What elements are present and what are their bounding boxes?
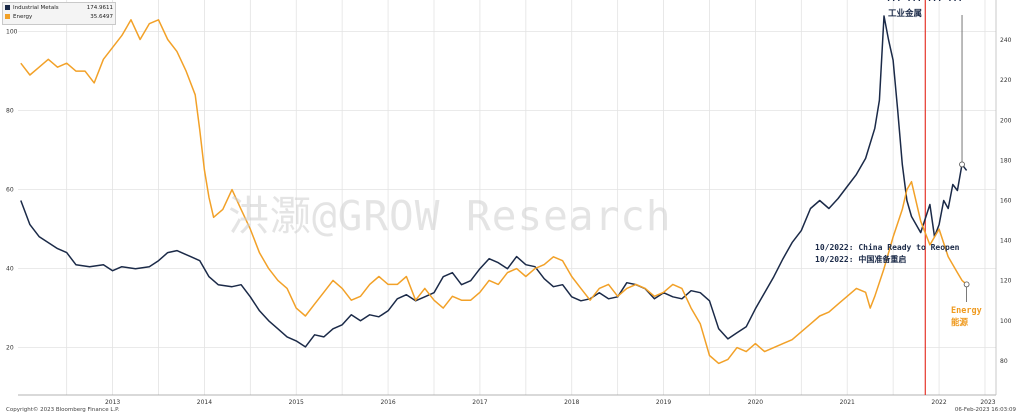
energy-annotation: Energy	[951, 306, 982, 316]
right-axis-tick-label: 240	[1000, 37, 1012, 44]
right-axis-tick-label: 80	[1000, 358, 1008, 365]
series-line-energy	[20, 19, 968, 365]
legend-value: 174.9611	[86, 4, 113, 11]
legend-label: Energy	[13, 13, 33, 20]
series-end-marker	[963, 281, 970, 288]
x-axis-tick-label: 2021	[840, 399, 855, 406]
right-axis-tick-label: 100	[1000, 318, 1012, 325]
gridlines	[18, 0, 997, 396]
series-end-markers	[959, 15, 970, 302]
right-axis-tick-label: 180	[1000, 157, 1012, 164]
x-axis-tick-label: 2017	[472, 399, 487, 406]
legend-item-industrial-metals: Industrial Metals 174.9611	[3, 3, 115, 12]
legend-swatch-energy	[5, 14, 10, 19]
legend: Industrial Metals 174.9611 Energy 35.649…	[2, 2, 116, 25]
x-axis-tick-label: 2014	[197, 399, 212, 406]
legend-item-energy: Energy 35.6497	[3, 12, 115, 21]
left-axis-ticks: 20 40 60 80 100	[6, 29, 18, 352]
left-axis-tick-label: 100	[6, 29, 18, 36]
watermark: 洪灏@GROW Research	[228, 192, 672, 240]
right-axis-ticks: 80 100 120 140 160 180 200 220 240	[1000, 37, 1012, 365]
legend-label: Industrial Metals	[13, 4, 59, 11]
x-axis-tick-label: 2018	[564, 399, 579, 406]
right-axis-tick-label: 120	[1000, 278, 1012, 285]
left-axis-tick-label: 20	[6, 345, 14, 352]
timestamp-text: 06-Feb-2023 16:03:09	[954, 407, 1016, 413]
series-lines	[20, 15, 968, 365]
x-axis-tick-label: 2015	[289, 399, 304, 406]
left-axis-tick-label: 40	[6, 266, 14, 273]
x-axis-tick-label: 2023	[980, 399, 995, 406]
x-axis-tick-label: 2013	[105, 399, 120, 406]
reopen-annotation: 10/2022: China Ready to Reopen	[815, 243, 960, 252]
right-axis-tick-label: 140	[1000, 238, 1012, 245]
legend-value: 35.6497	[90, 13, 113, 20]
right-axis-tick-label: 160	[1000, 198, 1012, 205]
series-line-industrial-metals	[20, 15, 968, 348]
x-axis-tick-label: 2020	[748, 399, 763, 406]
reopen-annotation-cn: 10/2022: 中国准备重启	[815, 255, 907, 264]
copyright-text: Copyright© 2023 Bloomberg Finance L.P.	[6, 407, 120, 413]
metals-top-annotation-cn: 工业金属	[888, 9, 923, 19]
legend-swatch-industrial-metals	[5, 5, 10, 10]
series-end-marker	[959, 161, 965, 168]
x-axis-ticks: 2013 2014 2015 2016 2017 2018 2019 2020 2021 2022…	[105, 399, 996, 406]
left-axis-tick-label: 60	[6, 187, 14, 194]
x-axis-tick-label: 2019	[656, 399, 671, 406]
x-axis-tick-label: 2022	[931, 399, 946, 406]
x-axis-tick-label: 2016	[380, 399, 395, 406]
right-axis-tick-label: 200	[1000, 117, 1012, 124]
metals-top-annotation: ... ... ... ...	[886, 0, 963, 4]
left-axis-tick-label: 80	[6, 108, 14, 115]
right-axis-tick-label: 220	[1000, 77, 1012, 84]
energy-annotation-cn: 能源	[951, 318, 969, 328]
